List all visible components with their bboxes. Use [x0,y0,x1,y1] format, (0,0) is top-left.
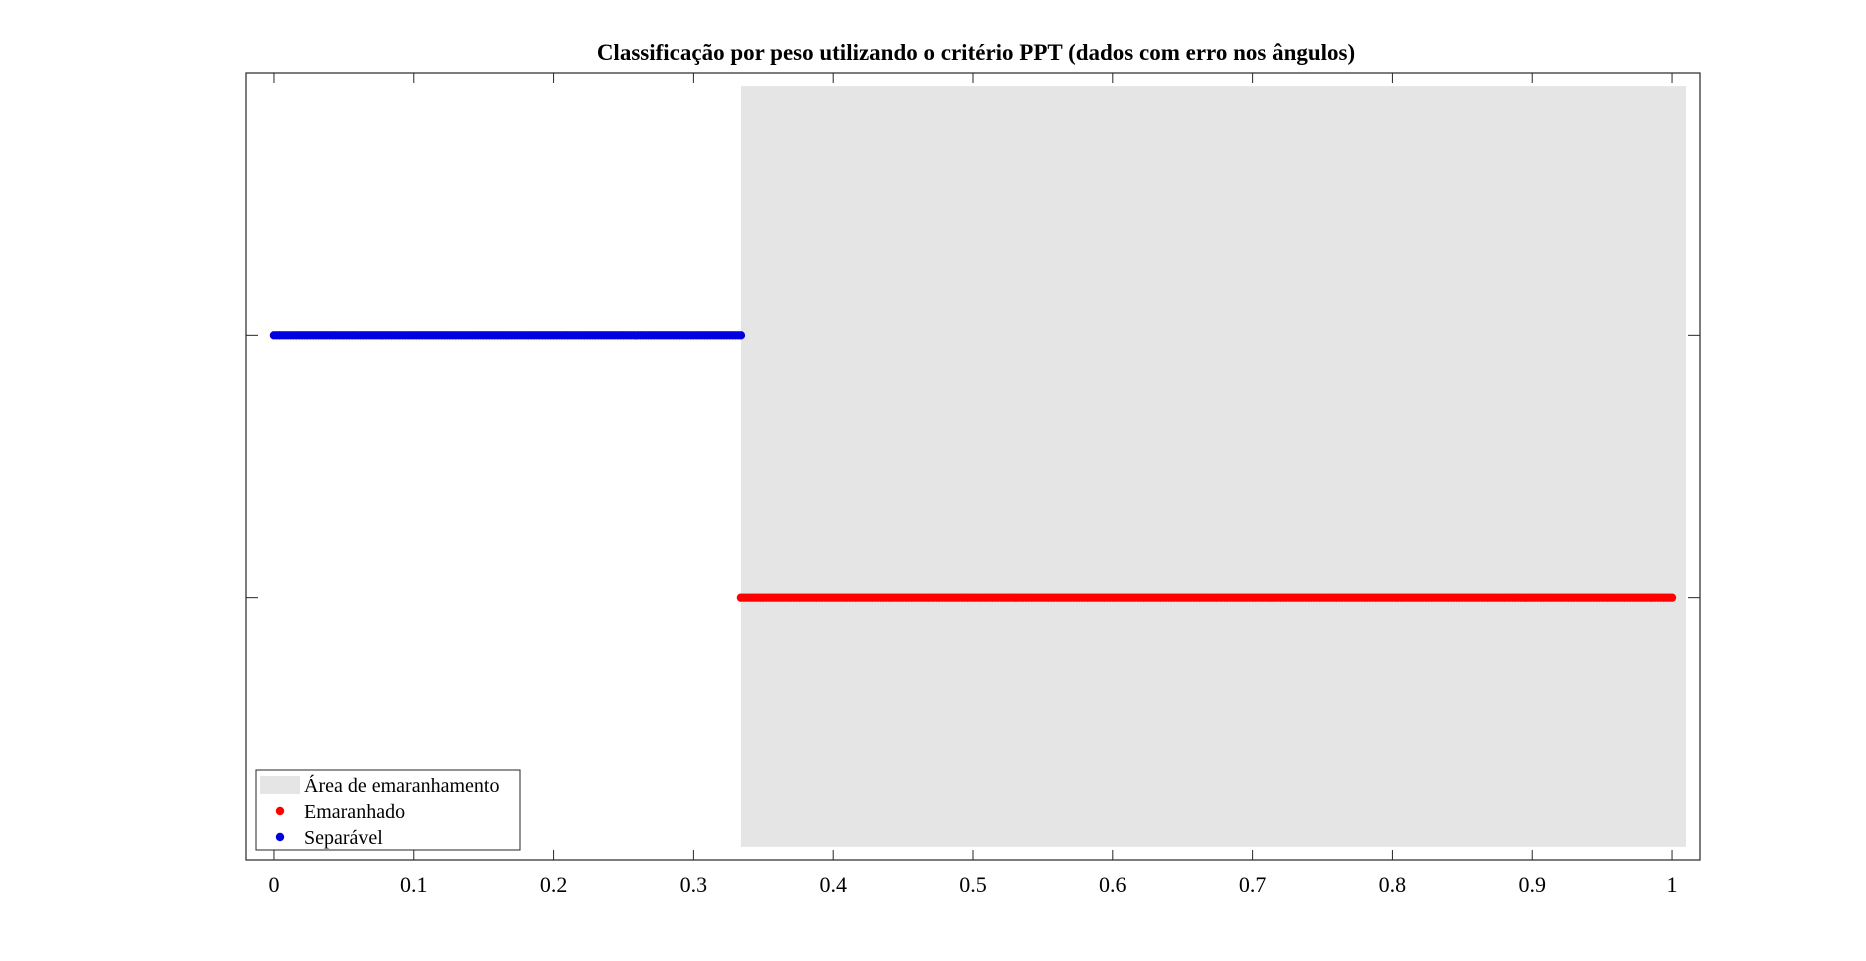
series-emaranhado [736,593,1677,602]
legend-label: Separável [304,827,383,849]
x-tick-label: 0.9 [1518,872,1546,897]
legend-swatch-region [260,776,300,794]
x-tick-label: 0.4 [819,872,847,897]
x-tick-label: 0.6 [1099,872,1127,897]
x-tick-label: 0.2 [540,872,568,897]
x-tick-label: 0.1 [400,872,428,897]
region-entanglement-area [740,86,1687,847]
x-tick-label: 0.8 [1379,872,1407,897]
legend-label: Área de emaranhamento [304,774,499,797]
plot-area [269,86,1687,847]
axes: 0 0.1 0.2 0.3 0.4 0.5 0.6 0.7 0.8 0.9 1 [245,72,1701,897]
chart-title: Classificação por peso utilizando o crit… [597,40,1355,65]
data-point [1667,593,1677,602]
data-point [736,331,746,340]
legend: Área de emaranhamento Emaranhado Separável [255,769,521,851]
legend-marker [275,832,285,842]
x-tick-label: 0.3 [680,872,708,897]
x-tick-label: 0 [268,872,279,897]
x-tick-label: 0.7 [1239,872,1267,897]
legend-label: Emaranhado [304,801,405,823]
series-separavel [269,331,746,340]
legend-marker [275,806,285,816]
x-tick-label: 0.5 [959,872,987,897]
x-tick-label: 1 [1667,872,1678,897]
